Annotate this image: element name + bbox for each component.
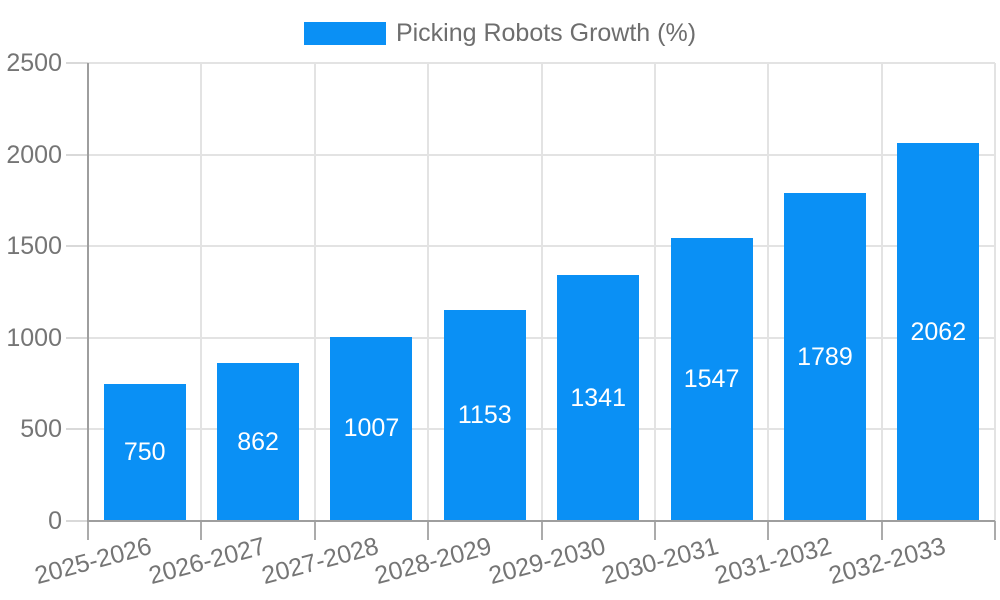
v-gridline xyxy=(880,63,883,521)
y-axis-tick xyxy=(66,245,88,248)
bar-value-label: 862 xyxy=(237,427,279,456)
x-tick-label: 2027-2028 xyxy=(258,532,382,591)
x-axis-tick xyxy=(653,521,656,540)
x-axis-tick xyxy=(313,521,316,540)
bar-value-label: 2062 xyxy=(910,317,967,346)
bar: 1007 xyxy=(330,336,413,521)
bar: 862 xyxy=(217,363,300,521)
y-tick-label: 2500 xyxy=(6,49,62,77)
x-axis-tick xyxy=(880,521,883,540)
y-axis-tick xyxy=(66,62,88,64)
bar-value-label: 1007 xyxy=(343,414,400,443)
x-axis-tick xyxy=(87,521,89,540)
bar: 1153 xyxy=(443,309,526,521)
v-gridline xyxy=(767,63,770,521)
v-gridline xyxy=(313,63,316,521)
v-gridline xyxy=(994,63,996,521)
x-tick-label: 2030-2031 xyxy=(598,532,722,591)
v-gridline xyxy=(200,63,203,521)
bar: 1341 xyxy=(557,275,640,521)
bar-value-label: 1789 xyxy=(797,342,853,371)
bar-value-label: 1341 xyxy=(570,383,626,412)
x-tick-label: 2026-2027 xyxy=(145,532,269,591)
x-tick-label: 2025-2026 xyxy=(31,532,155,591)
x-axis-tick xyxy=(427,521,430,540)
x-tick-label: 2032-2033 xyxy=(825,532,949,591)
bar-value-label: 750 xyxy=(123,437,166,466)
v-gridline xyxy=(653,63,656,521)
y-axis-tick xyxy=(66,336,88,339)
bar: 750 xyxy=(103,383,186,521)
bar: 1547 xyxy=(670,237,753,521)
y-tick-label: 1500 xyxy=(6,232,62,261)
bar: 1789 xyxy=(783,193,866,521)
x-tick-label: 2028-2029 xyxy=(372,532,495,591)
bar-value-label: 1547 xyxy=(683,364,740,393)
y-tick-label: 2000 xyxy=(6,140,62,169)
legend-label: Picking Robots Growth (%) xyxy=(395,19,697,47)
v-gridline xyxy=(540,63,543,521)
x-axis-tick xyxy=(540,521,543,540)
bar: 2062 xyxy=(897,143,980,521)
legend-swatch xyxy=(303,21,386,45)
x-axis-tick xyxy=(994,521,996,540)
x-axis-tick xyxy=(200,521,203,540)
chart-legend: Picking Robots Growth (%) xyxy=(0,19,1000,47)
y-axis-tick xyxy=(66,153,88,156)
x-tick-label: 2029-2030 xyxy=(485,532,609,591)
x-axis-line xyxy=(87,520,995,522)
y-axis-tick xyxy=(66,428,88,431)
y-axis-tick xyxy=(66,520,88,522)
bar-value-label: 1153 xyxy=(457,400,512,429)
v-gridline xyxy=(427,63,430,521)
y-tick-label: 500 xyxy=(20,415,62,444)
y-tick-label: 0 xyxy=(48,507,62,535)
y-axis-line xyxy=(87,63,89,522)
y-tick-label: 1000 xyxy=(6,323,62,352)
x-tick-label: 2031-2032 xyxy=(712,532,835,591)
x-axis-tick xyxy=(767,521,770,540)
